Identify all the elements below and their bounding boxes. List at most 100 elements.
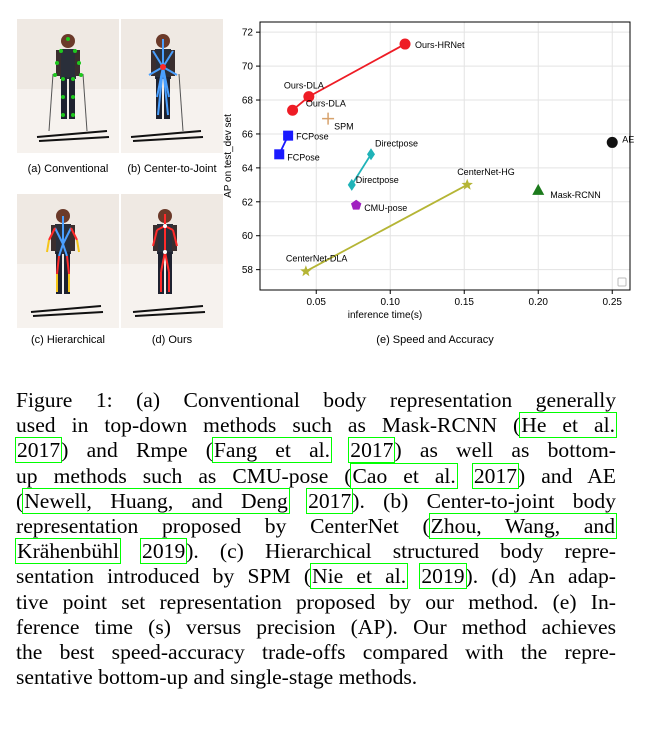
citation-link[interactable]: 2017 (14, 437, 63, 464)
caption-line: sentative bottom-up and single-stage met… (16, 665, 616, 690)
caption-text: ) as well as bottom- (394, 438, 616, 463)
data-point (300, 265, 312, 277)
y-tick-label: 60 (242, 231, 254, 242)
x-tick-label: 0.20 (529, 297, 549, 308)
citation-link[interactable]: 2019 (140, 538, 188, 565)
y-axis-label: AP on test_dev set (223, 114, 234, 198)
skier-photo (17, 34, 119, 153)
point-label: Ours-DLA (284, 81, 324, 91)
y-tick-label: 72 (242, 28, 254, 39)
citation-link[interactable]: Cao et al. (350, 462, 458, 489)
x-tick-label: 0.10 (381, 297, 401, 308)
data-point (274, 149, 285, 160)
caption-text: ). (d) An adap- (465, 564, 616, 589)
series-line (350, 153, 372, 186)
y-tick-label: 70 (242, 62, 254, 73)
citation-link[interactable]: He et al. (519, 412, 617, 439)
data-point (303, 91, 315, 103)
panel-b-image (121, 19, 223, 153)
point-label: Directpose (356, 175, 399, 185)
data-point (461, 178, 473, 190)
caption-text: ) and AE (518, 463, 616, 488)
data-point (347, 178, 356, 191)
skier-photo (121, 209, 223, 328)
caption-text: the best speed-accuracy trade-offs compa… (16, 640, 616, 665)
caption-text: ( (16, 488, 24, 513)
point-label: CMU-pose (364, 203, 407, 213)
panel-b-label: (b) Center-to-Joint (127, 163, 217, 175)
data-point (322, 112, 335, 125)
data-point (283, 130, 294, 141)
citation-link[interactable]: 2017 (306, 487, 354, 514)
caption-text: ) and Rmpe ( (61, 438, 213, 463)
skier-photo (121, 34, 223, 153)
point-label: CenterNet-HG (457, 167, 515, 177)
caption-line: Krähenbühl 2019). (c) Hierarchical struc… (15, 538, 616, 565)
speed-accuracy-chart: 0.05 0.10 0.15 0.20 0.25 58 60 62 64 66 68 70 72 infe… (223, 21, 634, 321)
series-line (305, 184, 468, 273)
caption-text (457, 464, 473, 488)
point-label: Directpose (375, 138, 418, 148)
panel-a-label: (a) Conventional (27, 163, 109, 175)
panel-d-label: (d) Ours (151, 334, 193, 346)
point-label: CenterNet-DLA (286, 253, 348, 263)
skier-photo (17, 209, 119, 328)
data-point (532, 183, 545, 195)
legend-box (617, 277, 627, 287)
x-axis-label: inference time(s) (348, 310, 422, 321)
caption-line: used in top-down methods such as Mask-RC… (16, 412, 617, 439)
citation-link[interactable]: Zhou, Wang, and (428, 513, 618, 540)
point-label: Mask-RCNN (550, 190, 601, 200)
caption-text: used in top-down methods such as Mask-RC… (16, 413, 521, 438)
citation-link[interactable]: 2017 (471, 462, 520, 489)
panel-c-label: (c) Hierarchical (31, 334, 105, 346)
data-point (287, 104, 299, 116)
caption-line: up methods such as CMU-pose (Cao et al. … (16, 462, 616, 489)
caption-text: up methods such as CMU-pose ( (16, 463, 352, 488)
y-tick-label: 58 (242, 265, 254, 276)
x-tick-label: 0.05 (307, 297, 327, 308)
point-label: FCPose (296, 132, 329, 142)
citation-link[interactable]: Nie et al. (310, 563, 409, 590)
caption-line: Figure 1: (a) Conventional body represen… (16, 388, 616, 413)
chart-label: (e) Speed and Accuracy (376, 334, 494, 346)
y-tick-label: 62 (242, 197, 254, 208)
caption-text (289, 489, 307, 513)
caption-text (120, 539, 141, 563)
caption-text: representation proposed by CenterNet ( (16, 514, 430, 539)
point-label: SPM (334, 122, 354, 132)
data-point (399, 38, 411, 50)
caption-line: sentation introduced by SPM (Nie et al. … (16, 563, 616, 590)
caption-text: sentative bottom-up and single-stage met… (16, 665, 418, 690)
y-tick-label: 68 (242, 96, 254, 107)
citation-link[interactable]: Fang et al. (211, 437, 333, 464)
panel-c-image (17, 194, 119, 328)
figure-caption: Figure 1: (a) Conventional body represen… (14, 388, 618, 690)
point-label: FCPose (287, 152, 320, 162)
point-label: AE (622, 134, 634, 144)
x-tick-label: 0.25 (603, 297, 623, 308)
caption-line: representation proposed by CenterNet (Zh… (16, 513, 618, 540)
point-label: Ours-HRNet (415, 40, 465, 50)
y-tick-label: 66 (242, 129, 254, 140)
caption-line: 2017) and Rmpe (Fang et al. 2017) as wel… (14, 437, 616, 464)
caption-line: the best speed-accuracy trade-offs compa… (16, 640, 616, 665)
caption-text: Figure 1: (a) Conventional body represen… (16, 388, 616, 412)
caption-text (407, 564, 420, 588)
caption-line: (Newell, Huang, and Deng 2017). (b) Cent… (16, 487, 616, 514)
x-tick-label: 0.15 (455, 297, 475, 308)
panel-d-image (121, 194, 223, 328)
citation-link[interactable]: 2017 (348, 437, 396, 464)
caption-line: ference time (s) versus precision (AP). … (16, 615, 616, 640)
citation-link[interactable]: 2019 (419, 563, 467, 590)
caption-text (331, 438, 349, 462)
y-tick-label: 64 (242, 163, 254, 174)
caption-line: tive point set representation proposed b… (16, 590, 616, 615)
caption-text: ). (c) Hierarchical structured body repr… (186, 539, 616, 564)
plot-area (259, 21, 631, 291)
data-point (367, 148, 375, 161)
citation-link[interactable]: Newell, Huang, and Deng (22, 487, 290, 514)
citation-link[interactable]: Krähenbühl (15, 538, 121, 565)
caption-text: ). (b) Center-to-joint body (352, 488, 616, 513)
caption-text: sentation introduced by SPM ( (16, 564, 312, 589)
